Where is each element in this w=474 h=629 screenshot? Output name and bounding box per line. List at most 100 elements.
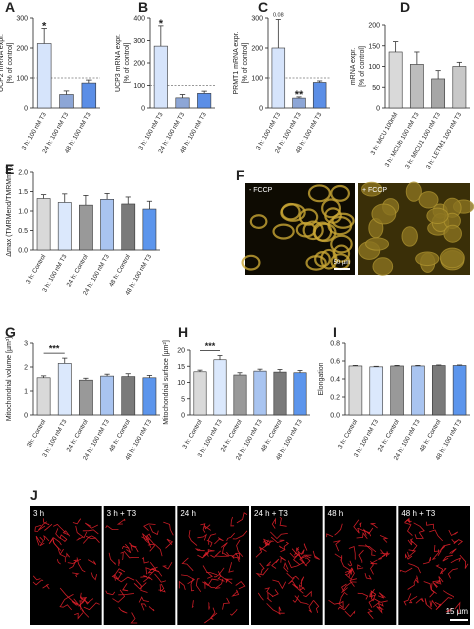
mitochondria	[259, 538, 270, 551]
mitochondria	[405, 553, 413, 560]
mitochondria	[369, 592, 376, 600]
mitochondria	[118, 607, 128, 614]
mitochondria	[450, 557, 462, 564]
mitochondria	[432, 581, 438, 588]
y-tick-label: 1.5	[18, 189, 28, 196]
mitochondria	[214, 552, 230, 557]
mitochondria	[190, 578, 195, 592]
mitochondria	[59, 534, 68, 543]
y-tick-label: 0	[259, 106, 263, 113]
mitochondria	[356, 532, 368, 540]
mitochondria	[434, 580, 442, 584]
mitochondria	[313, 600, 320, 614]
mitochondria	[278, 606, 285, 614]
mitochondria	[208, 540, 213, 547]
mitochondria	[143, 523, 156, 531]
mitochondria	[435, 564, 444, 575]
mitochondria	[369, 559, 378, 565]
image-background	[30, 506, 102, 625]
mitochondria	[364, 572, 372, 580]
mitochondria	[32, 575, 41, 581]
mitochondria	[225, 578, 233, 583]
mitochondria	[333, 540, 341, 552]
mitochondria	[44, 523, 53, 531]
mitochondria	[349, 578, 357, 587]
mitochondria	[272, 579, 287, 590]
mitochondria	[121, 545, 130, 549]
mitochondria	[270, 531, 288, 540]
y-tick-label: 200	[368, 23, 380, 30]
mitochondria	[259, 562, 265, 575]
mitochondria	[128, 542, 134, 551]
micrograph	[358, 181, 474, 276]
cell	[272, 223, 295, 240]
mitochondria	[206, 572, 218, 576]
mitochondria	[78, 603, 90, 618]
y-tick-label: 0.5	[18, 228, 28, 235]
mitochondria	[197, 533, 207, 541]
mitochondria	[376, 606, 384, 614]
mitochondria	[202, 565, 213, 579]
mitochondria	[140, 603, 147, 611]
mitochondria	[271, 517, 276, 529]
mitochondria	[230, 608, 238, 616]
micrograph	[251, 506, 323, 625]
mitochondria	[370, 560, 374, 575]
y-tick-label: 0	[24, 106, 28, 113]
mitochondria	[409, 595, 418, 604]
mitochondria	[118, 592, 135, 596]
mitochondria	[151, 569, 163, 577]
mitochondria	[231, 553, 240, 562]
y-tick-label: 5	[181, 396, 185, 403]
micrograph	[103, 506, 176, 625]
bar	[197, 93, 212, 109]
mitochondria	[39, 536, 45, 547]
mitochondria	[138, 596, 149, 603]
mitochondria	[75, 525, 88, 539]
bar	[142, 208, 157, 251]
mitochondria	[230, 516, 235, 527]
cell	[320, 248, 338, 270]
mitochondria	[159, 583, 165, 592]
mitochondria	[206, 533, 217, 542]
bar	[409, 64, 424, 109]
y-axis-title: Δmax (TMRMend/TMRMmin)	[6, 165, 13, 256]
mitochondria	[71, 598, 79, 606]
mitochondria	[79, 592, 90, 604]
bar	[411, 365, 425, 416]
panel-letter: C	[258, 0, 268, 15]
cell	[365, 237, 390, 251]
y-tick-label: 0	[376, 106, 380, 113]
x-tick-label: 3h: Control	[26, 419, 47, 449]
mitochondria	[404, 522, 413, 536]
mitochondria	[377, 602, 384, 609]
mitochondria	[340, 591, 348, 599]
mitochondria	[76, 536, 83, 541]
x-tick-label: 3 h: Control	[25, 254, 47, 286]
mitochondria	[431, 549, 440, 560]
bar	[100, 199, 114, 251]
mitochondria	[341, 583, 348, 592]
mitochondria	[271, 558, 280, 569]
mitochondria	[399, 567, 413, 573]
bar	[36, 43, 52, 109]
mitochondria	[112, 589, 126, 603]
y-tick-label: 0	[141, 106, 145, 113]
y-tick-label: 1	[24, 389, 28, 396]
mitochondria	[404, 519, 411, 524]
micrograph	[241, 183, 355, 275]
mitochondria	[120, 551, 124, 560]
mitochondria	[429, 529, 443, 542]
mitochondria	[359, 522, 363, 528]
mitochondria	[142, 533, 151, 545]
bar	[79, 204, 93, 251]
bar	[253, 370, 267, 416]
panel-letter: D	[400, 0, 410, 15]
mitochondria	[257, 592, 264, 601]
mitochondria	[255, 568, 269, 578]
mitochondria	[148, 606, 155, 612]
mitochondria	[204, 580, 216, 589]
cell	[305, 255, 327, 271]
mitochondria	[124, 543, 132, 554]
micrograph	[177, 506, 249, 625]
